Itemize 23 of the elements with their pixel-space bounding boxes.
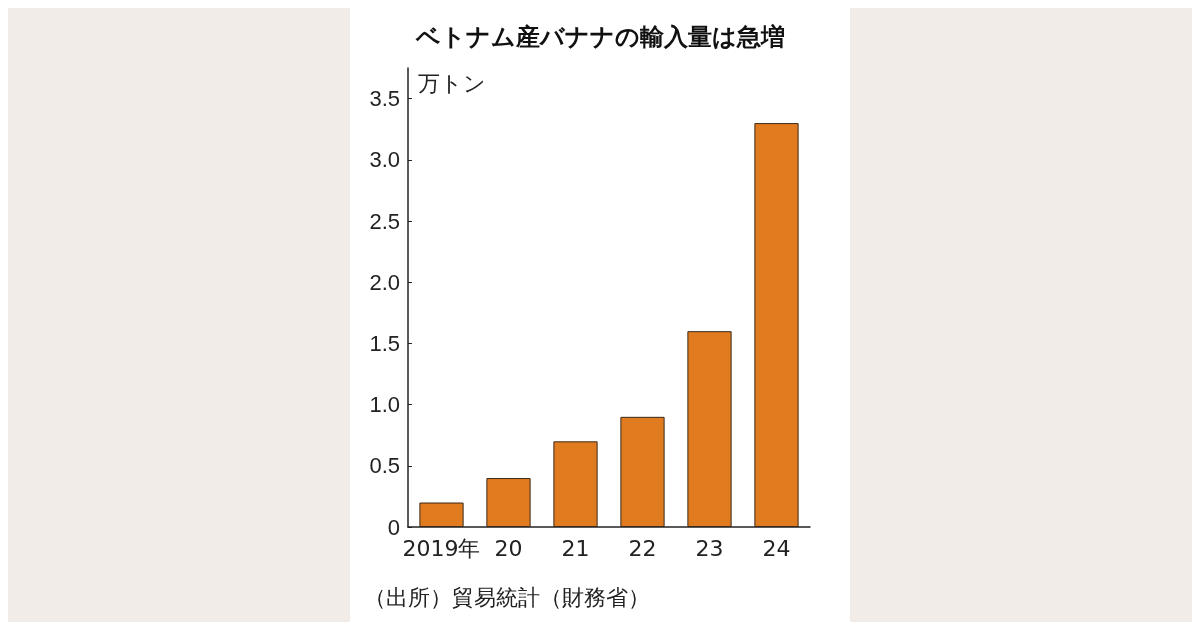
y-tick-label: 1.5 bbox=[369, 330, 400, 356]
y-tick-label: 2.0 bbox=[369, 269, 400, 295]
y-tick-label: 2.5 bbox=[369, 208, 400, 234]
y-axis-title: 万トン bbox=[418, 70, 486, 96]
x-tick-label: 20 bbox=[494, 535, 523, 561]
bar bbox=[486, 478, 531, 527]
y-tick-label: 0.5 bbox=[369, 453, 400, 479]
bar bbox=[620, 416, 665, 527]
x-tick-label: 21 bbox=[561, 535, 590, 561]
chart-title: ベトナム産バナナの輸入量は急増 bbox=[414, 23, 785, 51]
x-tick-label: 24 bbox=[762, 535, 791, 561]
x-tick-label: 22 bbox=[628, 535, 657, 561]
x-tick-label: 2019年 bbox=[402, 535, 481, 561]
y-tick-label: 1.0 bbox=[369, 392, 400, 418]
x-tick-label: 23 bbox=[695, 535, 724, 561]
bar bbox=[687, 331, 732, 527]
text: （出所）貿易統計（財務省） bbox=[364, 584, 650, 610]
y-tick-label: 3.5 bbox=[369, 86, 400, 112]
bar bbox=[553, 441, 598, 527]
y-tick-label: 0 bbox=[387, 514, 400, 540]
y-tick-label: 3.0 bbox=[369, 147, 400, 173]
bar bbox=[419, 502, 464, 527]
bar bbox=[754, 123, 799, 527]
